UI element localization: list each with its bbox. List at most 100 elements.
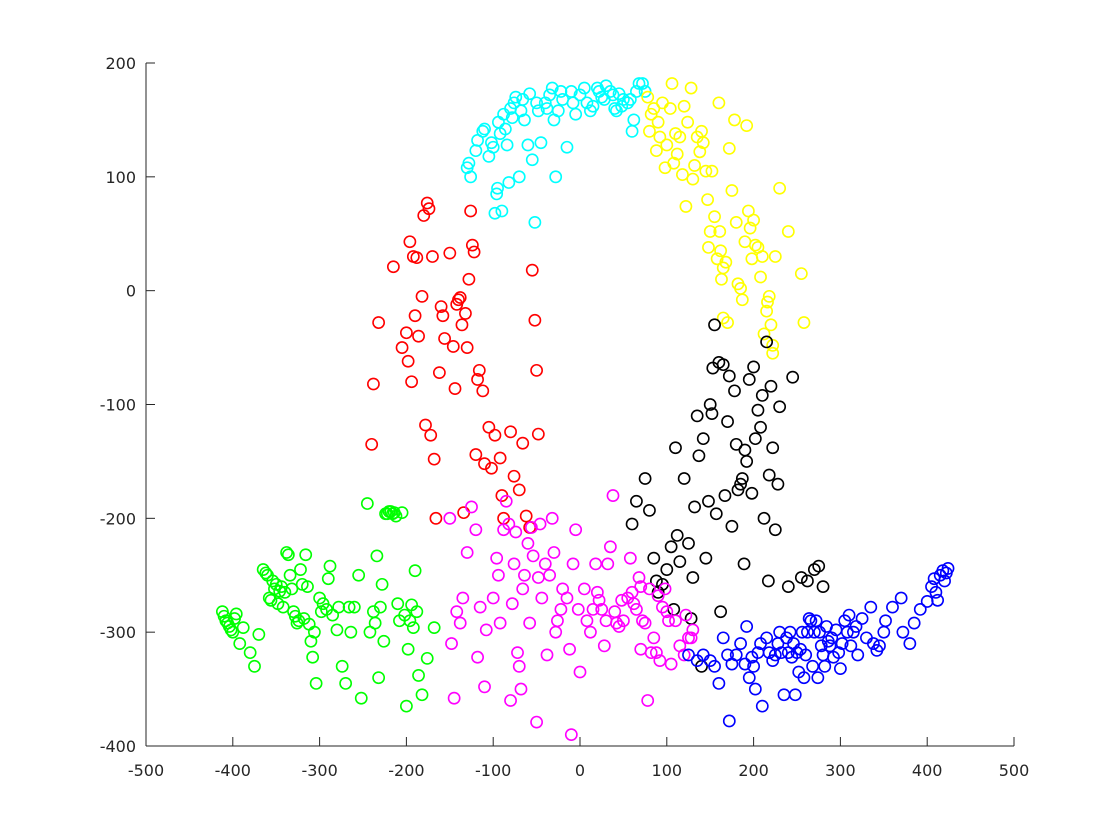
scatter-point	[907, 616, 921, 630]
scatter-point	[840, 625, 854, 639]
scatter-point	[597, 639, 611, 653]
scatter-point	[716, 631, 730, 645]
scatter-point	[589, 557, 603, 571]
scatter-point	[259, 566, 273, 580]
scatter-point	[835, 637, 849, 650]
scatter-point	[641, 90, 655, 104]
scatter-point	[658, 582, 672, 596]
scatter-point	[718, 489, 732, 502]
y-tick-label: 100	[105, 168, 136, 187]
scatter-point	[823, 639, 837, 653]
scatter-point	[673, 130, 687, 144]
scatter-point	[512, 659, 526, 673]
scatter-point	[236, 621, 250, 635]
scatter-point	[682, 536, 695, 550]
scatter-point	[427, 452, 441, 466]
scatter-point	[743, 221, 757, 235]
scatter-point	[525, 153, 539, 167]
y-tick-label: -200	[100, 509, 136, 528]
scatter-point	[490, 551, 504, 565]
scatter-point	[429, 511, 443, 525]
scatter-point	[586, 99, 600, 113]
scatter-point	[290, 616, 304, 630]
scatter-point	[395, 506, 409, 520]
scatter-point	[406, 621, 420, 635]
scatter-point	[446, 340, 460, 353]
scatter-point	[684, 81, 698, 95]
scatter-point	[801, 625, 814, 639]
scatter-point	[649, 646, 663, 660]
scatter-point	[728, 113, 741, 127]
y-tick-label: -400	[100, 737, 136, 756]
scatter-point	[681, 115, 695, 129]
scatter-point	[377, 634, 391, 648]
scatter-point	[571, 603, 585, 616]
x-tick-label: 100	[652, 761, 683, 780]
scatter-point	[636, 614, 649, 628]
scatter-point	[721, 316, 734, 329]
scatter-point	[747, 213, 760, 227]
scatter-point	[443, 246, 457, 260]
scatter-point	[372, 671, 386, 685]
x-tick-label: -200	[388, 761, 424, 780]
scatter-point	[766, 338, 780, 352]
scatter-point	[551, 104, 565, 118]
scatter-point	[590, 585, 604, 599]
scatter-point	[491, 181, 504, 195]
scatter-point	[705, 407, 719, 421]
scatter-point	[408, 309, 422, 323]
scatter-point	[462, 156, 476, 170]
scatter-point	[386, 260, 400, 274]
scatter-point	[512, 170, 526, 184]
scatter-point	[716, 261, 730, 275]
scatter-point	[606, 88, 620, 102]
x-tick-label: -500	[128, 761, 164, 780]
scatter-point	[504, 694, 517, 707]
scatter-point	[471, 650, 484, 664]
scatter-point	[729, 215, 743, 229]
y-tick-label: 0	[126, 282, 136, 301]
scatter-point	[389, 509, 403, 523]
scatter-point	[734, 477, 747, 491]
scatter-point	[464, 170, 478, 184]
scatter-point	[738, 657, 752, 671]
scatter-point	[760, 335, 774, 349]
scatter-point	[403, 235, 417, 249]
scatter-point	[755, 388, 769, 402]
scatter-point	[412, 669, 425, 682]
scatter-point	[781, 580, 795, 594]
scatter-point	[716, 311, 730, 325]
scatter-point	[653, 130, 667, 144]
scatter-point	[368, 616, 382, 630]
scatter-point	[795, 625, 809, 639]
scatter-point	[855, 612, 869, 625]
scatter-point	[740, 119, 754, 133]
scatter-point	[771, 477, 785, 491]
scatter-point	[686, 172, 700, 186]
scatter-point	[762, 646, 776, 660]
scatter-point	[569, 107, 583, 121]
series-1	[641, 77, 811, 360]
scatter-point	[748, 432, 762, 446]
scatter-point	[266, 574, 280, 588]
scatter-point	[243, 646, 257, 660]
scatter-point	[761, 295, 774, 309]
scatter-point	[360, 497, 374, 510]
scatter-point	[851, 648, 865, 662]
scatter-point	[638, 472, 652, 485]
scatter-point	[623, 551, 637, 565]
scatter-point	[728, 384, 741, 398]
x-tick-label: 200	[738, 761, 769, 780]
scatter-point	[896, 625, 910, 639]
scatter-point	[794, 571, 808, 584]
scatter-point	[656, 600, 669, 614]
scatter-point	[455, 318, 469, 332]
scatter-point	[410, 605, 424, 619]
scatter-point	[299, 548, 313, 562]
scatter-point	[634, 642, 648, 656]
scatter-point	[938, 574, 951, 588]
scatter-point	[679, 200, 693, 213]
scatter-point	[478, 122, 491, 136]
scatter-point	[543, 88, 557, 102]
scatter-point	[638, 616, 652, 630]
